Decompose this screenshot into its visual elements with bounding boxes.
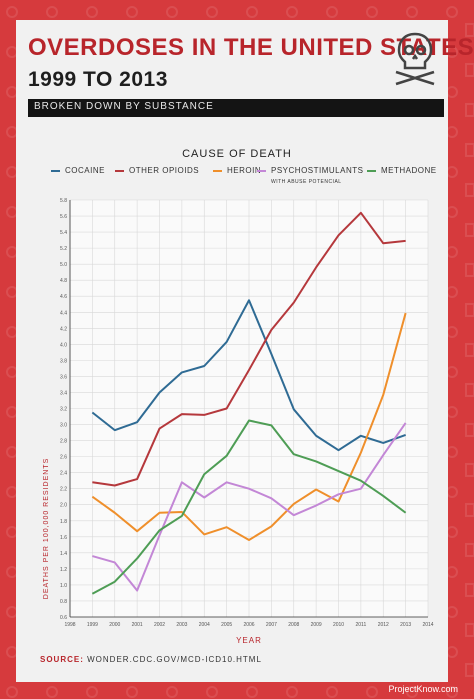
y-tick-label: 3.6 xyxy=(60,374,67,380)
legend-label: METHADONE xyxy=(381,166,437,175)
subtitle-text: BROKEN DOWN BY SUBSTANCE xyxy=(34,101,214,112)
y-tick-label: 1.4 xyxy=(60,551,67,557)
legend-swatch xyxy=(115,170,124,172)
series-line-methadone xyxy=(91,419,407,595)
y-tick-label: 5.6 xyxy=(60,214,67,220)
y-axis-label: DEATHS PER 100,000 RESIDENTS xyxy=(43,458,50,599)
legend-item-heroin: HEROIN xyxy=(213,166,262,175)
x-tick-label: 1998 xyxy=(64,622,75,628)
x-tick-label: 2004 xyxy=(199,622,210,628)
legend-swatch xyxy=(367,170,376,172)
x-tick-label: 2009 xyxy=(311,622,322,628)
y-tick-label: 4.0 xyxy=(60,342,67,348)
series-line-cocaine xyxy=(91,299,406,452)
legend-title: CAUSE OF DEATH xyxy=(182,148,292,160)
series-line-psychostimulants xyxy=(92,422,407,592)
x-tick-label: 2014 xyxy=(422,622,433,628)
legend-note: WITH ABUSE POTENCIAL xyxy=(271,179,342,185)
y-tick-label: 1.0 xyxy=(60,583,67,589)
x-tick-label: 2013 xyxy=(400,622,411,628)
y-tick-label: 5.2 xyxy=(60,246,67,252)
legend-label: COCAINE xyxy=(65,166,105,175)
y-tick-label: 0.6 xyxy=(60,615,67,621)
y-tick-label: 3.2 xyxy=(60,407,67,413)
skull-crossbones-icon xyxy=(395,32,435,86)
y-tick-label: 2.6 xyxy=(60,455,67,461)
series-line-other-opioids xyxy=(92,211,406,487)
legend-item-cocaine: COCAINE xyxy=(51,166,105,175)
legend-label: OTHER OPIOIDS xyxy=(129,166,200,175)
legend-swatch xyxy=(213,170,222,172)
y-tick-label: 3.8 xyxy=(60,358,67,364)
y-tick-label: 2.4 xyxy=(60,471,67,477)
source-line: SOURCE: WONDER.CDC.GOV/MCD-ICD10.HTML xyxy=(40,655,262,664)
y-tick-label: 4.8 xyxy=(60,278,67,284)
y-tick-label: 1.8 xyxy=(60,519,67,525)
y-tick-label: 4.6 xyxy=(60,294,67,300)
legend-swatch xyxy=(51,170,60,172)
x-tick-label: 2003 xyxy=(176,622,187,628)
x-tick-label: 2010 xyxy=(333,622,344,628)
y-tick-label: 4.4 xyxy=(60,310,67,316)
x-tick-label: 2005 xyxy=(221,622,232,628)
y-tick-label: 0.8 xyxy=(60,599,67,605)
legend-label: PSYCHOSTIMULANTS xyxy=(271,166,364,175)
x-tick-label: 2011 xyxy=(355,622,366,628)
y-tick-label: 1.2 xyxy=(60,567,67,573)
y-tick-label: 5.0 xyxy=(60,262,67,268)
y-tick-label: 4.2 xyxy=(60,326,67,332)
brand-logo-text[interactable]: ProjectKnow.com xyxy=(388,684,458,694)
page-subtitle-years: 1999 TO 2013 xyxy=(28,68,168,91)
x-tick-label: 2012 xyxy=(378,622,389,628)
x-tick-label: 2007 xyxy=(266,622,277,628)
y-tick-label: 3.4 xyxy=(60,390,67,396)
x-tick-label: 1999 xyxy=(87,622,98,628)
subtitle-bar xyxy=(28,99,444,117)
legend-item-psychostimulants: PSYCHOSTIMULANTS xyxy=(257,166,364,175)
y-tick-label: 2.8 xyxy=(60,439,67,445)
y-tick-label: 1.6 xyxy=(60,535,67,541)
legend-item-methadone: METHADONE xyxy=(367,166,437,175)
y-tick-label: 5.4 xyxy=(60,230,67,236)
y-tick-label: 2.2 xyxy=(60,487,67,493)
y-tick-label: 2.0 xyxy=(60,503,67,509)
x-axis-label: YEAR xyxy=(236,636,262,645)
source-url[interactable]: WONDER.CDC.GOV/MCD-ICD10.HTML xyxy=(87,655,262,664)
legend-swatch xyxy=(257,170,266,172)
x-tick-label: 2001 xyxy=(132,622,143,628)
legend-label: HEROIN xyxy=(227,166,262,175)
x-tick-label: 2006 xyxy=(243,622,254,628)
y-tick-label: 3.0 xyxy=(60,423,67,429)
series-line-heroin xyxy=(91,312,407,542)
y-tick-label: 5.8 xyxy=(60,198,67,204)
source-label: SOURCE: xyxy=(40,655,84,664)
legend-item-other-opioids: OTHER OPIOIDS xyxy=(115,166,200,175)
x-tick-label: 2000 xyxy=(109,622,120,628)
x-tick-label: 2002 xyxy=(154,622,165,628)
x-tick-label: 2008 xyxy=(288,622,299,628)
